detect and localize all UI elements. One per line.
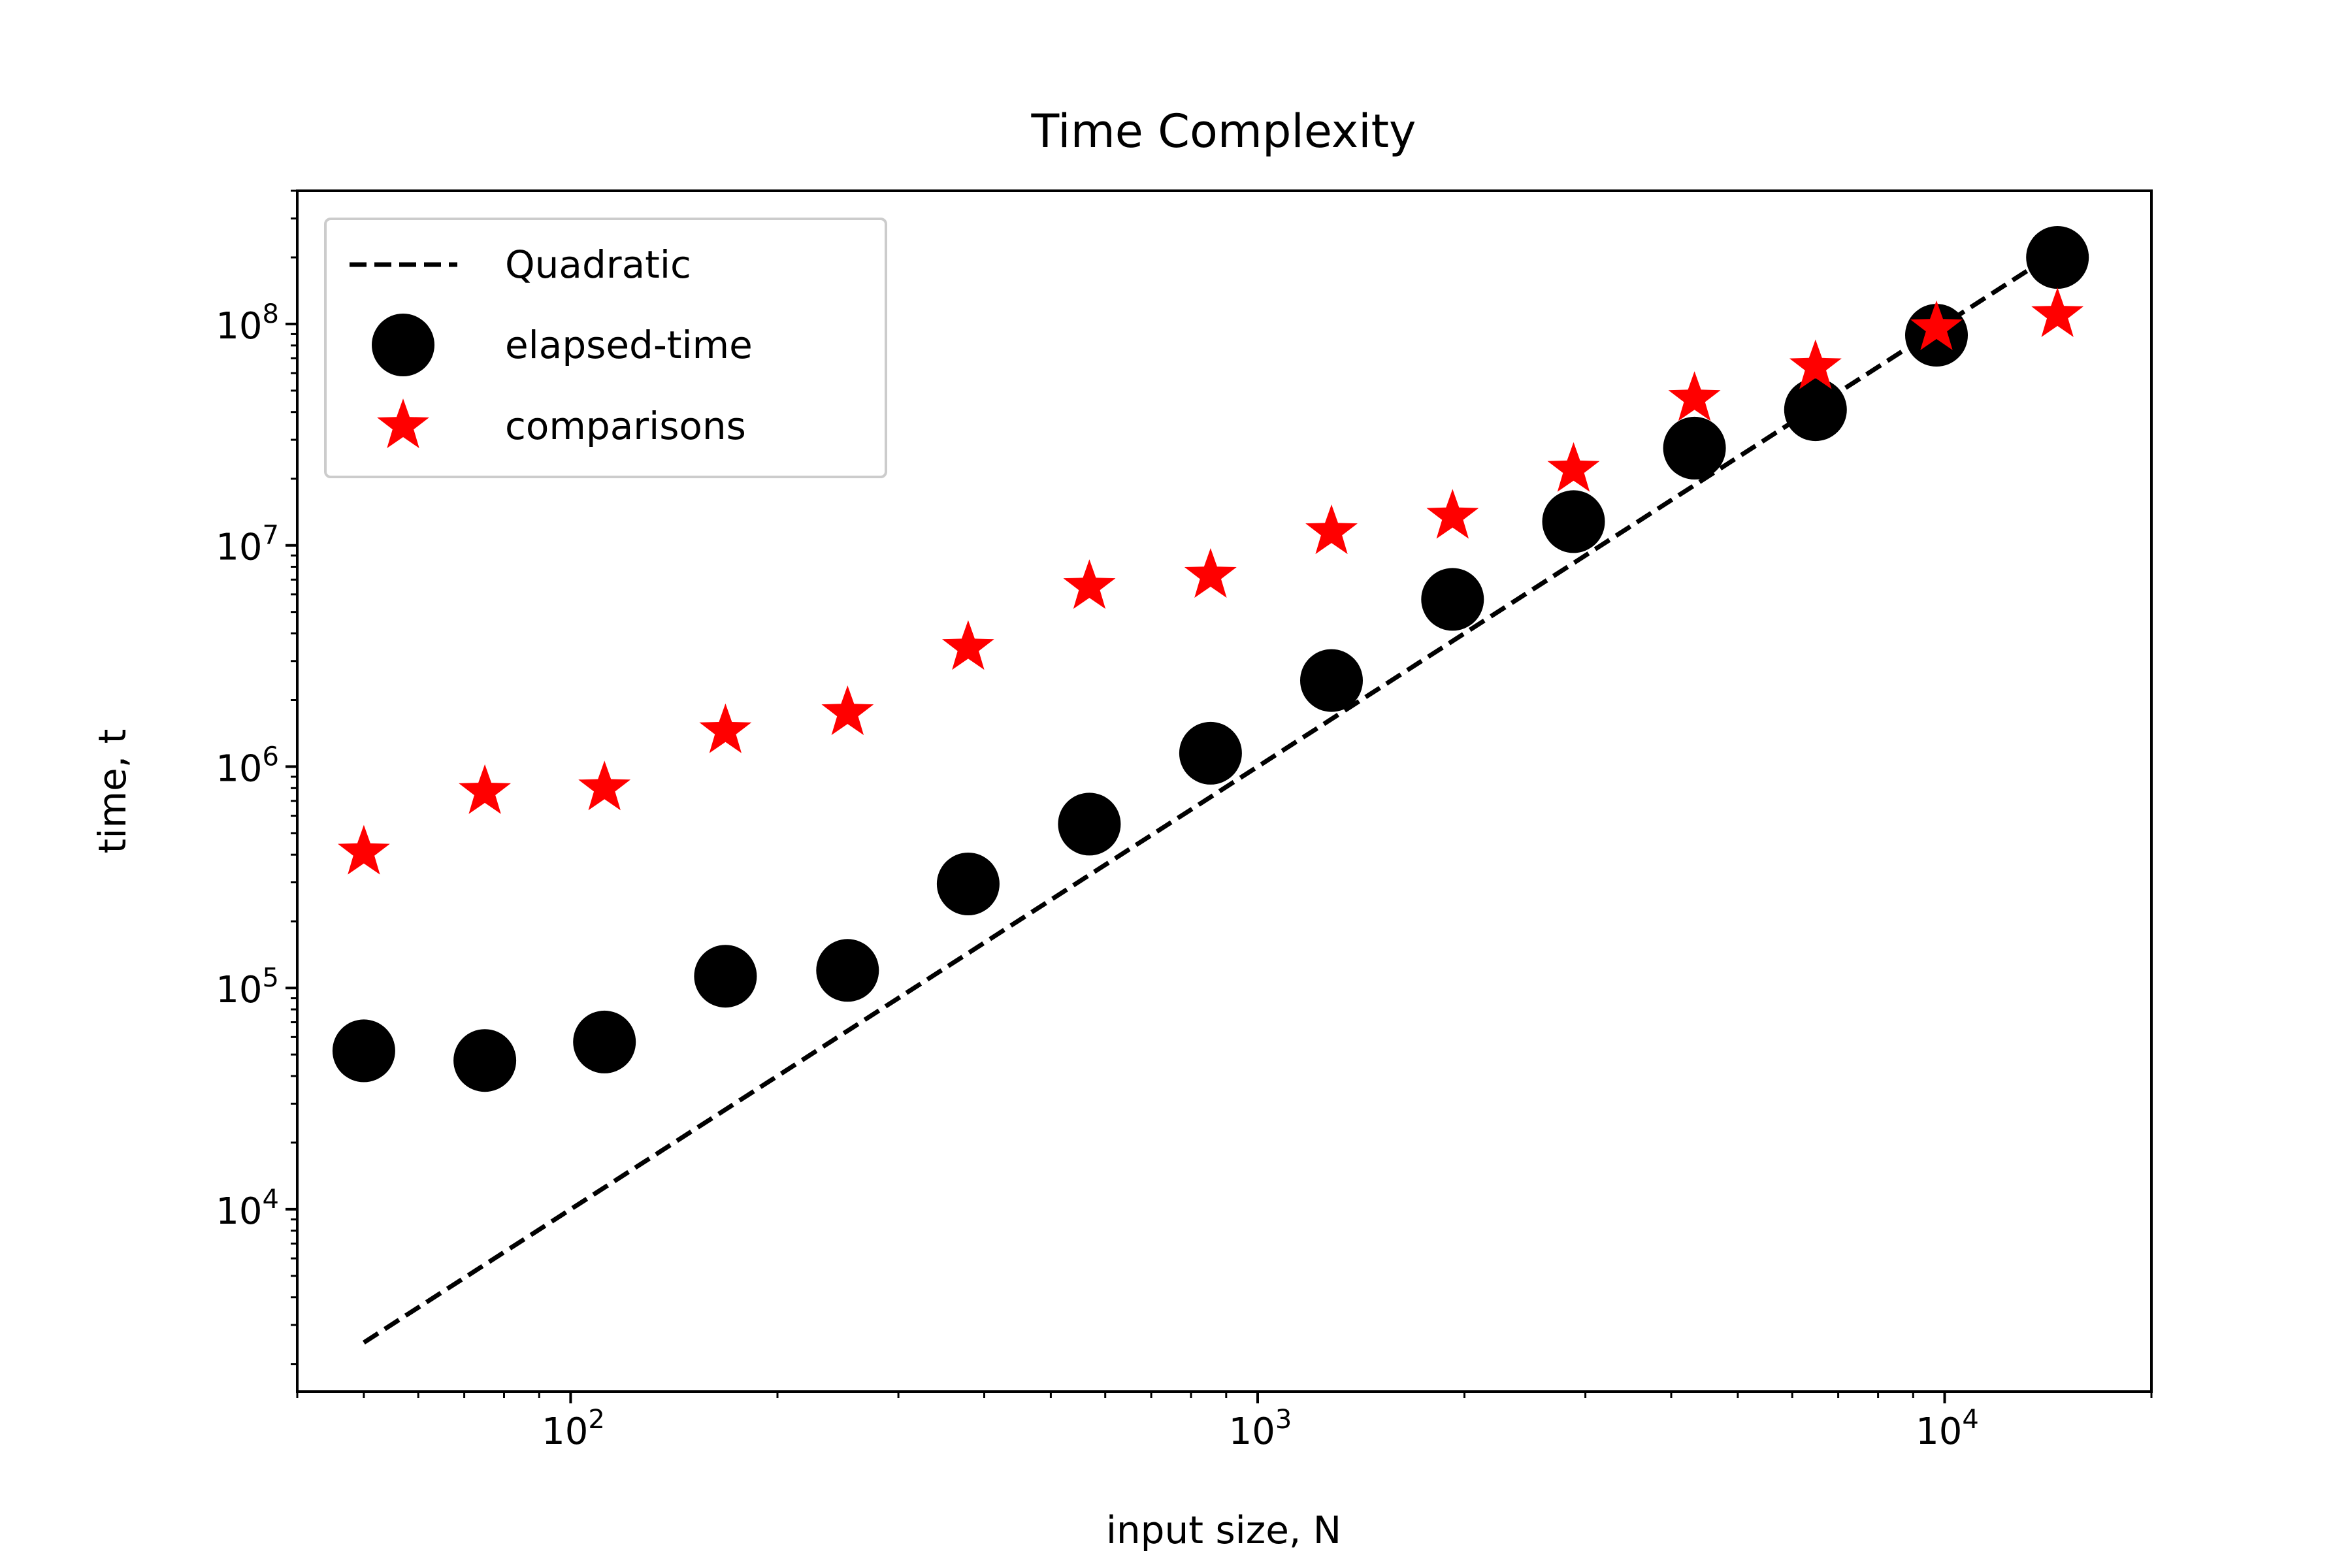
legend-label: comparisons <box>505 404 746 448</box>
y-tick-label: 107 <box>216 521 279 569</box>
x-tick-label: 102 <box>542 1405 605 1453</box>
elapsed-time-point <box>573 1010 636 1073</box>
comparisons-point <box>2031 287 2084 337</box>
elapsed-time-point <box>816 939 879 1002</box>
comparisons-point <box>821 685 874 736</box>
y-tick-label: 108 <box>216 299 279 348</box>
x-tick-label: 103 <box>1229 1405 1292 1453</box>
legend-label: elapsed-time <box>505 323 753 367</box>
comparisons-point <box>1789 339 1842 389</box>
elapsed-time-point <box>1784 378 1847 442</box>
comparisons-point <box>1547 442 1600 492</box>
elapsed-time-point <box>1542 490 1605 553</box>
comparisons-point <box>1668 371 1721 421</box>
legend-label: Quadratic <box>505 242 691 287</box>
y-axis-label: time, t <box>90 729 135 854</box>
elapsed-time-point <box>936 853 1000 915</box>
elapsed-time-point <box>1421 568 1484 631</box>
y-tick-label: 104 <box>216 1184 279 1233</box>
elapsed-time-point <box>1179 721 1242 785</box>
elapsed-time-point <box>1300 649 1363 712</box>
y-tick-label: 106 <box>216 742 279 790</box>
comparisons-point <box>1910 300 1963 350</box>
axis-ticks: 102 103 104 104 105 106 107 108 <box>216 189 2153 1453</box>
x-axis-label: input size, N <box>1106 1508 1341 1552</box>
comparisons-point <box>699 703 752 753</box>
y-tick-label: 105 <box>216 963 279 1011</box>
x-tick-label: 104 <box>1916 1405 1979 1453</box>
elapsed-time-point <box>2026 226 2089 289</box>
elapsed-time-point <box>1663 416 1726 480</box>
comparisons-point <box>941 620 994 670</box>
elapsed-time-point <box>694 945 757 1008</box>
comparisons-point <box>1305 504 1358 555</box>
comparisons-point <box>1063 559 1116 609</box>
legend-swatch-comparisons <box>377 399 429 448</box>
elapsed-time-point <box>453 1029 517 1092</box>
legend-swatch-elapsed-time <box>372 314 434 376</box>
comparisons-point <box>459 764 511 814</box>
elapsed-time-point <box>332 1019 395 1083</box>
comparisons-point <box>578 760 631 811</box>
plot-area <box>332 226 2089 1345</box>
chart-title: Time Complexity <box>1031 105 1416 158</box>
legend-box <box>324 218 887 478</box>
elapsed-time-point <box>1058 792 1121 856</box>
comparisons-point <box>338 825 390 875</box>
comparisons-point <box>1426 489 1479 539</box>
series-line-quadratic <box>363 249 2059 1345</box>
plot-frame <box>296 189 2153 1393</box>
comparisons-point <box>1184 548 1237 598</box>
legend: Quadratic elapsed-time comparisons <box>324 218 887 478</box>
